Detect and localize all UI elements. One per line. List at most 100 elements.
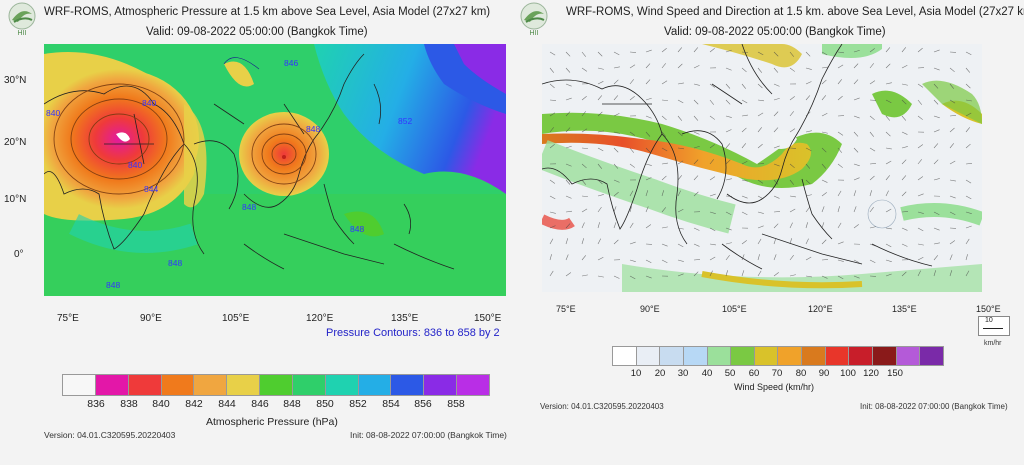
wind-arrow xyxy=(965,225,972,229)
wind-arrow xyxy=(837,163,843,168)
wind-arrow xyxy=(805,67,812,70)
wind-arrow xyxy=(629,131,636,136)
wind-arrow xyxy=(773,211,781,213)
wind-arrow xyxy=(901,191,907,197)
wind-arrow xyxy=(709,227,716,232)
contour-label: 840 xyxy=(142,98,157,108)
wind-arrow xyxy=(629,222,634,229)
wind-arrow xyxy=(677,115,683,121)
wind-arrow xyxy=(805,222,808,229)
wind-arrow xyxy=(949,83,954,89)
wind-arrow xyxy=(629,241,636,245)
wind-arrow xyxy=(757,254,760,261)
wind-arrow xyxy=(581,51,586,57)
wind-arrow xyxy=(917,270,921,277)
wind-arrow xyxy=(645,224,652,229)
wind-arrow xyxy=(613,95,619,101)
lon-tick: 90°E xyxy=(140,313,162,324)
wind-arrow xyxy=(661,63,666,69)
wind-arrow xyxy=(645,147,651,153)
version-text: Version: 04.01.C320595.20220403 xyxy=(540,402,664,411)
wind-arrow xyxy=(773,223,779,229)
colorbar-label: 844 xyxy=(218,398,236,410)
contour-label: 844 xyxy=(144,184,159,194)
wind-arrow xyxy=(821,51,828,56)
wind-arrow xyxy=(581,147,588,149)
wind-arrow xyxy=(661,243,668,247)
wind-arrow xyxy=(805,51,811,57)
wind-arrow xyxy=(725,67,732,71)
wind-arrow xyxy=(773,127,779,133)
wind-arrow xyxy=(677,190,682,197)
wind-arrow xyxy=(821,179,828,183)
wind-arrow xyxy=(757,112,764,117)
wind-arrow xyxy=(901,211,909,213)
wind-arrow xyxy=(885,131,891,137)
wind-arrow xyxy=(837,95,843,101)
wind-arrow xyxy=(965,83,971,89)
wind-arrow xyxy=(565,97,572,101)
wind-arrow xyxy=(597,51,603,57)
wind-arrow xyxy=(661,175,667,181)
wind-arrow xyxy=(773,254,777,261)
wind-arrow xyxy=(741,143,747,149)
logo-text: HII xyxy=(18,30,27,37)
wind-arrow xyxy=(789,195,796,198)
valid-time: Valid: 09-08-2022 05:00:00 (Bangkok Time… xyxy=(146,26,368,38)
colorbar-title: Wind Speed (km/hr) xyxy=(734,382,815,392)
wind-arrow xyxy=(789,51,794,57)
wind-arrow xyxy=(741,195,748,199)
wind-arrow xyxy=(725,227,732,231)
colorbar-label: 150 xyxy=(887,368,903,379)
wind-arrow xyxy=(869,226,876,229)
wind-arrow xyxy=(629,163,636,168)
wind-arrow xyxy=(901,159,907,165)
wind-arrow xyxy=(917,115,923,120)
wind-arrow xyxy=(693,191,699,197)
wind-arrow xyxy=(597,256,604,261)
wind-arrow xyxy=(549,112,556,117)
wind-arrow xyxy=(581,255,587,261)
wind-arrow xyxy=(821,222,825,229)
wind-arrow xyxy=(965,51,972,56)
wind-arrow xyxy=(741,99,748,104)
wind-arrow xyxy=(933,242,940,245)
wind-arrow xyxy=(949,160,956,165)
wind-arrow xyxy=(853,79,859,85)
wind-arrow xyxy=(629,206,632,213)
wind-arrow xyxy=(773,97,780,101)
wind-arrow xyxy=(821,147,827,153)
wind-arrow xyxy=(933,99,939,105)
wind-arrow xyxy=(917,47,923,53)
wind-arrow xyxy=(933,143,939,149)
wind-arrow xyxy=(677,208,684,213)
wind-arrow xyxy=(661,207,667,213)
wind-arrow xyxy=(885,63,891,69)
wind-arrow xyxy=(821,66,828,69)
contour-label: 848 xyxy=(350,224,365,234)
wind-arrow xyxy=(837,190,842,197)
wind-arrow xyxy=(757,225,764,229)
wind-arrow xyxy=(901,146,908,149)
wind-arrow xyxy=(693,259,701,261)
wind-arrow xyxy=(661,162,668,165)
wind-arrow xyxy=(757,195,764,200)
wind-arrow xyxy=(725,255,730,261)
wind-arrow xyxy=(693,243,700,247)
wind-arrow xyxy=(597,206,602,213)
wind-arrow xyxy=(709,211,716,215)
wind-arrow xyxy=(869,48,875,53)
lon-tick: 120°E xyxy=(808,304,833,314)
wind-arrow xyxy=(661,99,668,101)
wind-arrow xyxy=(837,147,842,153)
wind-arrow xyxy=(773,179,779,185)
wind-arrow xyxy=(917,159,922,165)
wind-arrow xyxy=(613,191,619,197)
wind-arrow xyxy=(661,80,668,85)
wind-arrow xyxy=(949,179,956,182)
wind-arrow xyxy=(661,47,667,53)
wind-arrow xyxy=(869,207,874,213)
wind-arrow xyxy=(853,131,859,137)
wind-arrow xyxy=(821,192,827,197)
wind-arrow xyxy=(709,115,716,120)
